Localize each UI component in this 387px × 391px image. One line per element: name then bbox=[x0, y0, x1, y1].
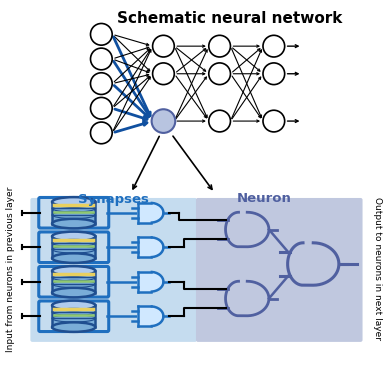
Polygon shape bbox=[226, 281, 269, 316]
Ellipse shape bbox=[52, 197, 96, 207]
Ellipse shape bbox=[52, 253, 96, 263]
Bar bbox=[52, 237, 96, 258]
Bar bbox=[52, 271, 96, 292]
Text: Input from neurons in previous layer: Input from neurons in previous layer bbox=[6, 186, 15, 352]
Circle shape bbox=[263, 110, 285, 132]
Ellipse shape bbox=[52, 219, 96, 228]
Polygon shape bbox=[138, 272, 163, 292]
Ellipse shape bbox=[52, 231, 96, 241]
Bar bbox=[52, 202, 96, 224]
Polygon shape bbox=[288, 243, 339, 285]
Circle shape bbox=[152, 35, 174, 57]
Circle shape bbox=[263, 35, 285, 57]
Circle shape bbox=[209, 63, 231, 84]
Polygon shape bbox=[226, 212, 269, 247]
Bar bbox=[52, 305, 96, 327]
FancyBboxPatch shape bbox=[30, 198, 197, 342]
FancyBboxPatch shape bbox=[39, 197, 109, 228]
Circle shape bbox=[209, 35, 231, 57]
Circle shape bbox=[91, 48, 112, 70]
Circle shape bbox=[209, 110, 231, 132]
FancyBboxPatch shape bbox=[39, 232, 109, 262]
Circle shape bbox=[91, 73, 112, 95]
Ellipse shape bbox=[52, 266, 96, 276]
Text: Schematic neural network: Schematic neural network bbox=[117, 11, 342, 26]
Polygon shape bbox=[138, 203, 163, 222]
Polygon shape bbox=[138, 237, 163, 257]
FancyBboxPatch shape bbox=[39, 301, 109, 332]
Ellipse shape bbox=[52, 301, 96, 310]
Ellipse shape bbox=[52, 322, 96, 332]
Text: Synapses: Synapses bbox=[78, 193, 149, 206]
Circle shape bbox=[91, 97, 112, 119]
Circle shape bbox=[152, 63, 174, 84]
Circle shape bbox=[263, 63, 285, 84]
FancyBboxPatch shape bbox=[39, 267, 109, 297]
Text: Output to neurons in next layer: Output to neurons in next layer bbox=[373, 197, 382, 341]
Circle shape bbox=[152, 109, 175, 133]
Polygon shape bbox=[138, 307, 163, 326]
Circle shape bbox=[91, 122, 112, 144]
FancyBboxPatch shape bbox=[196, 198, 363, 342]
Circle shape bbox=[91, 23, 112, 45]
Text: Neuron: Neuron bbox=[236, 192, 291, 205]
Ellipse shape bbox=[52, 288, 96, 298]
